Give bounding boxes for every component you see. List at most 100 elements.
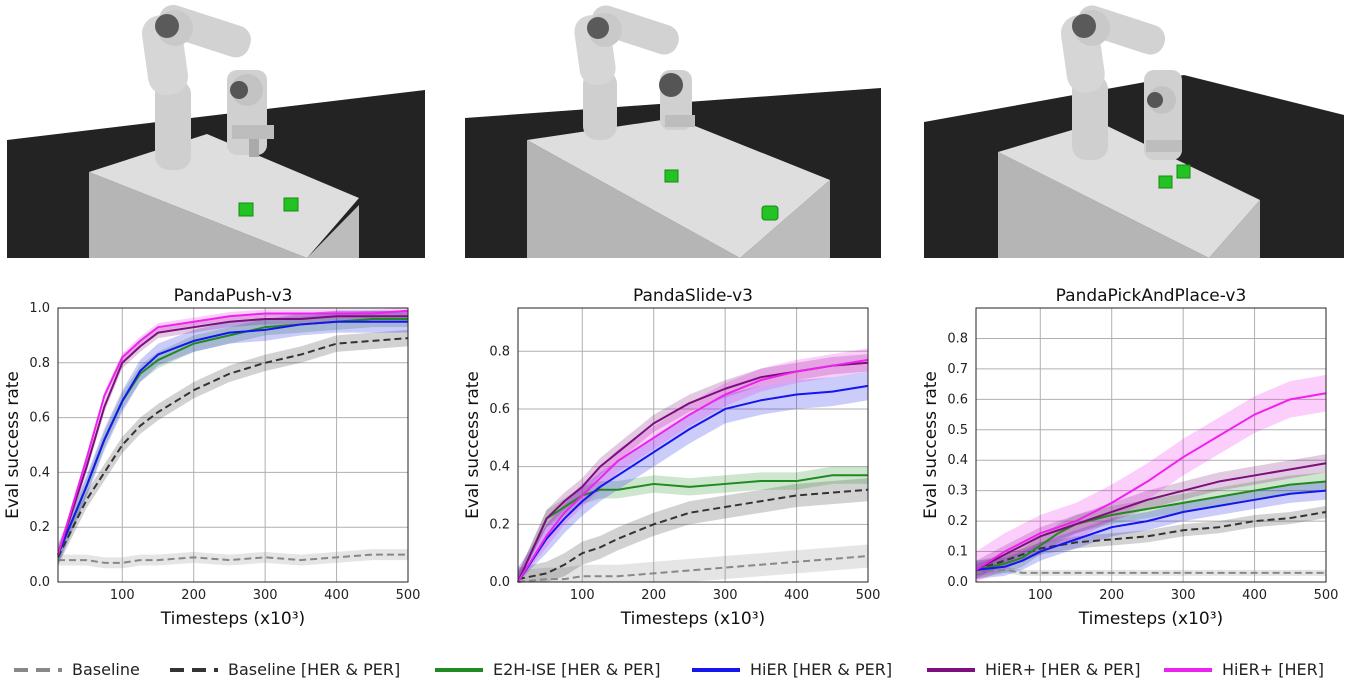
y-tick-label: 0.7 (947, 362, 968, 377)
series-baseline (975, 568, 1326, 574)
legend-swatch-hierplus-her (1164, 667, 1212, 672)
x-tick-label: 100 (1028, 588, 1053, 603)
legend-label: HiER [HER & PER] (750, 660, 893, 679)
legend-item-hierplus-her: HiER+ [HER] (1162, 660, 1324, 679)
series-hier-her-per (975, 489, 1327, 571)
legend-item-baseline: Baseline (12, 660, 140, 679)
chart-title: PandaSlide-v3 (633, 286, 753, 306)
series-baseline-her-per (57, 337, 409, 558)
x-tick-label: 500 (856, 588, 881, 603)
band-hier-her-per (58, 310, 408, 566)
series-e2h-ise-her-per (975, 480, 1327, 571)
y-tick-label: 0.2 (29, 520, 50, 535)
x-tick-label: 200 (1099, 588, 1124, 603)
band-hier-her-per (976, 481, 1326, 579)
y-tick-label: 0.4 (947, 453, 968, 468)
series-hier-her-per (517, 384, 869, 583)
x-tick-label: 500 (1314, 588, 1339, 603)
legend-swatch-hierplus-herper (927, 667, 975, 672)
y-tick-label: 0.3 (947, 484, 968, 499)
y-axis-label: Eval success rate (921, 371, 941, 519)
y-axis-label: Eval success rate (3, 371, 23, 519)
y-tick-label: 0.4 (29, 465, 50, 480)
legend-label: HiER+ [HER] (1222, 660, 1324, 679)
legend-label: Baseline (72, 660, 140, 679)
y-tick-label: 0.0 (489, 575, 510, 590)
legend-label: HiER+ [HER & PER] (985, 660, 1141, 679)
plot-area (518, 308, 868, 582)
legend-item-hier: HiER [HER & PER] (690, 660, 892, 679)
series-baseline-her-per (975, 510, 1327, 571)
series-hier-her (975, 392, 1327, 571)
chart-panel-slide: PandaSlide-v3 100 200 300 400 500 0.0 0.2 0.4 0.6… (463, 286, 881, 629)
band-e2h-ise-her-per (58, 310, 408, 563)
band-baseline-her-per (58, 329, 408, 566)
cube-right (283, 197, 299, 212)
band-e2h-ise-her-per (976, 472, 1326, 579)
series-hier-her (57, 309, 409, 555)
chart-title: PandaPickAndPlace-v3 (1056, 286, 1247, 306)
series-hier-her-per (57, 315, 408, 555)
x-axis-label: Timesteps (x10³) (1078, 609, 1223, 629)
x-tick-label: 500 (396, 588, 421, 603)
series-baseline-her-per (517, 488, 869, 581)
y-tick-label: 0.2 (489, 517, 510, 532)
y-tick-label: 0.5 (947, 423, 968, 438)
x-tick-label: 200 (641, 588, 666, 603)
chart-title: PandaPush-v3 (174, 286, 293, 306)
puck-near (761, 205, 779, 221)
x-tick-label: 100 (570, 588, 595, 603)
robot-arm (574, 5, 695, 140)
y-tick-label: 0.8 (947, 331, 968, 346)
band-hier-her (518, 348, 868, 582)
table-top (998, 122, 1260, 258)
x-tick-label: 300 (1171, 588, 1196, 603)
y-tick-label: 0.4 (489, 460, 510, 475)
x-tick-label: 300 (253, 588, 278, 603)
y-tick-label: 0.0 (947, 575, 968, 590)
y-tick-label: 0.6 (947, 392, 968, 407)
series-hier-her-per (975, 462, 1327, 571)
band-e2h-ise-her-per (518, 466, 868, 582)
cube-high (1176, 164, 1191, 179)
legend-item-e2h: E2H-ISE [HER & PER] (433, 660, 660, 679)
band-baseline (58, 549, 408, 569)
legend-swatch-baseline (14, 667, 62, 672)
legend: Baseline Baseline [HER & PER] E2H-ISE [H… (0, 660, 1350, 688)
x-tick-label: 100 (110, 588, 135, 603)
y-tick-label: 0.1 (947, 545, 968, 560)
x-tick-label: 300 (713, 588, 738, 603)
x-tick-label: 200 (181, 588, 206, 603)
band-hier-her-per (976, 454, 1326, 579)
plot-area (58, 308, 408, 582)
series-hier-her (517, 358, 869, 583)
y-tick-label: 0.8 (489, 344, 510, 359)
legend-item-baseline-herper: Baseline [HER & PER] (168, 660, 400, 679)
table-top (89, 134, 359, 258)
x-tick-label: 400 (1242, 588, 1267, 603)
legend-item-hierplus-herper: HiER+ [HER & PER] (925, 660, 1140, 679)
series-baseline (58, 553, 408, 564)
x-axis-label: Timesteps (x10³) (160, 609, 305, 629)
x-tick-label: 400 (784, 588, 809, 603)
y-tick-label: 0.6 (489, 402, 510, 417)
table-top (527, 118, 830, 258)
y-tick-label: 0.6 (29, 411, 50, 426)
plot-frame (57, 307, 409, 583)
band-baseline (518, 544, 868, 582)
y-tick-label: 0.2 (947, 514, 968, 529)
table-front (307, 205, 359, 258)
plot-frame (517, 307, 869, 583)
series-baseline (517, 555, 869, 583)
series-e2h-ise-her-per (517, 474, 868, 583)
band-hier-her-per (518, 354, 868, 582)
cube-low (1158, 175, 1173, 189)
y-axis-label: Eval success rate (463, 371, 483, 519)
band-baseline-her-per (518, 478, 868, 582)
cube-left (238, 202, 254, 217)
plot-frame (975, 307, 1327, 583)
robot-arm (141, 4, 274, 170)
robot-arm (1060, 5, 1182, 160)
push-scene-image (7, 0, 425, 258)
band-baseline (976, 566, 1326, 576)
